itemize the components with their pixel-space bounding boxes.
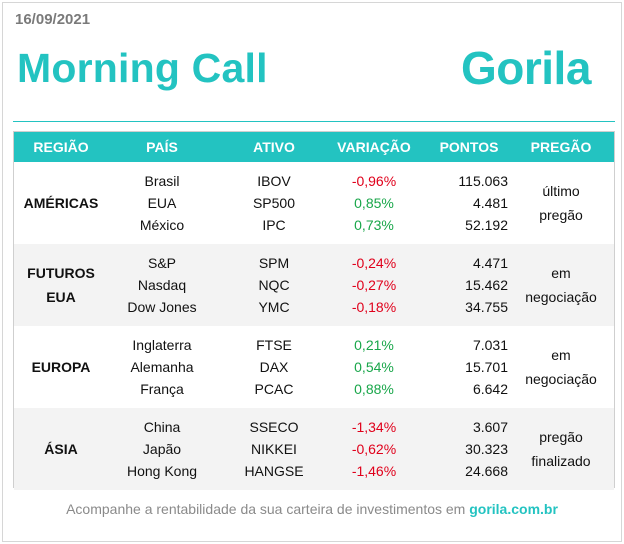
page-title: Morning Call bbox=[17, 45, 268, 91]
country-name: Nasdaq bbox=[137, 277, 187, 293]
region-name: AMÉRICAS bbox=[14, 191, 108, 215]
points-value: 15.701 bbox=[465, 359, 508, 375]
session-status-line: pregão bbox=[539, 207, 583, 223]
col-points: PONTOS bbox=[439, 139, 499, 155]
col-session: PREGÃO bbox=[530, 139, 592, 155]
country-name: Brasil bbox=[144, 173, 180, 189]
asset-code: SP500 bbox=[252, 195, 296, 211]
variation-value: 0,73% bbox=[354, 217, 394, 233]
points-value: 6.642 bbox=[472, 381, 508, 397]
variation-value: -1,46% bbox=[351, 463, 397, 479]
table-header: REGIÃO PAÍS ATIVO VARIAÇÃO PONTOS PREGÃO bbox=[14, 132, 614, 162]
country-name: EUA bbox=[147, 195, 177, 211]
gorila-logo: Gorila bbox=[461, 42, 591, 94]
region-name: ÁSIA bbox=[14, 437, 108, 461]
session-status: último pregão bbox=[514, 179, 608, 227]
session-status: pregão finalizado bbox=[514, 425, 608, 473]
variation-value: 0,54% bbox=[354, 359, 394, 375]
footer-text: Acompanhe a rentabilidade da sua carteir… bbox=[66, 501, 466, 517]
variation-value: -0,96% bbox=[351, 173, 397, 189]
col-region: REGIÃO bbox=[33, 139, 89, 155]
country-name: China bbox=[143, 419, 181, 435]
country-name: México bbox=[139, 217, 185, 233]
report-date: 16/09/2021 bbox=[15, 11, 91, 28]
asset-code: SSECO bbox=[249, 419, 299, 435]
col-country: PAÍS bbox=[146, 139, 178, 155]
variation-value: 0,21% bbox=[354, 337, 394, 353]
asset-code: NIKKEI bbox=[251, 441, 297, 457]
region-name-line: EUA bbox=[46, 289, 76, 305]
variation-value: -0,27% bbox=[351, 277, 397, 293]
country-name: França bbox=[140, 381, 184, 397]
points-value: 15.462 bbox=[465, 277, 508, 293]
asset-code: YMC bbox=[258, 299, 290, 315]
points-value: 3.607 bbox=[472, 419, 508, 435]
session-status-line: em bbox=[551, 347, 571, 363]
points-value: 7.031 bbox=[472, 337, 508, 353]
region-group: FUTUROS EUA S&P SPM -0,24% 4.471 Nasdaq NQC -0,2… bbox=[14, 244, 614, 326]
gorila-link[interactable]: gorila.com.br bbox=[469, 501, 558, 517]
country-name: Japão bbox=[142, 441, 182, 457]
country-name: Alemanha bbox=[130, 359, 194, 375]
session-status: em negociação bbox=[514, 343, 608, 391]
country-name: Inglaterra bbox=[132, 337, 192, 353]
country-name: Dow Jones bbox=[127, 299, 197, 315]
session-status-line: pregão bbox=[539, 429, 583, 445]
asset-code: HANGSE bbox=[244, 463, 304, 479]
session-status-line: em bbox=[551, 265, 571, 281]
points-value: 115.063 bbox=[458, 173, 508, 189]
region-name-line: AMÉRICAS bbox=[23, 195, 99, 211]
region-name-line: ÁSIA bbox=[44, 441, 78, 457]
market-table: REGIÃO PAÍS ATIVO VARIAÇÃO PONTOS PREGÃO… bbox=[13, 131, 615, 490]
variation-value: -0,24% bbox=[351, 255, 397, 271]
points-value: 24.668 bbox=[465, 463, 508, 479]
variation-value: -0,62% bbox=[351, 441, 397, 457]
region-group: EUROPA Inglaterra FTSE 0,21% 7.031 Alemanha DA… bbox=[14, 326, 614, 408]
points-value: 4.471 bbox=[472, 255, 508, 271]
region-group: AMÉRICAS Brasil IBOV -0,96% 115.063 EUA SP500 0… bbox=[14, 162, 614, 244]
variation-value: -0,18% bbox=[351, 299, 397, 315]
points-value: 30.323 bbox=[465, 441, 508, 457]
footer-note: Acompanhe a rentabilidade da sua carteir… bbox=[3, 501, 621, 517]
asset-code: IBOV bbox=[257, 173, 291, 189]
points-value: 4.481 bbox=[472, 195, 508, 211]
region-name: EUROPA bbox=[14, 355, 108, 379]
points-value: 52.192 bbox=[465, 217, 508, 233]
session-status-line: finalizado bbox=[531, 453, 591, 469]
asset-code: SPM bbox=[258, 255, 290, 271]
points-value: 34.755 bbox=[465, 299, 508, 315]
asset-code: PCAC bbox=[254, 381, 294, 397]
session-status: em negociação bbox=[514, 261, 608, 309]
country-name: Hong Kong bbox=[126, 463, 198, 479]
region-name-line: FUTUROS bbox=[27, 265, 95, 281]
region-group: ÁSIA China SSECO -1,34% 3.607 Japão NIKKEI -0,6… bbox=[14, 408, 614, 490]
session-status-line: negociação bbox=[525, 371, 597, 387]
title-divider bbox=[13, 121, 615, 122]
variation-value: 0,85% bbox=[354, 195, 394, 211]
session-status-line: negociação bbox=[525, 289, 597, 305]
region-name-line: EUROPA bbox=[31, 359, 91, 375]
asset-code: DAX bbox=[259, 359, 289, 375]
asset-code: FTSE bbox=[256, 337, 292, 353]
asset-code: NQC bbox=[258, 277, 290, 293]
country-name: S&P bbox=[147, 255, 176, 271]
col-asset: ATIVO bbox=[253, 139, 295, 155]
asset-code: IPC bbox=[262, 217, 286, 233]
variation-value: 0,88% bbox=[354, 381, 394, 397]
region-name: FUTUROS EUA bbox=[14, 261, 108, 309]
session-status-line: último bbox=[542, 183, 580, 199]
variation-value: -1,34% bbox=[351, 419, 397, 435]
col-variation: VARIAÇÃO bbox=[337, 139, 411, 155]
